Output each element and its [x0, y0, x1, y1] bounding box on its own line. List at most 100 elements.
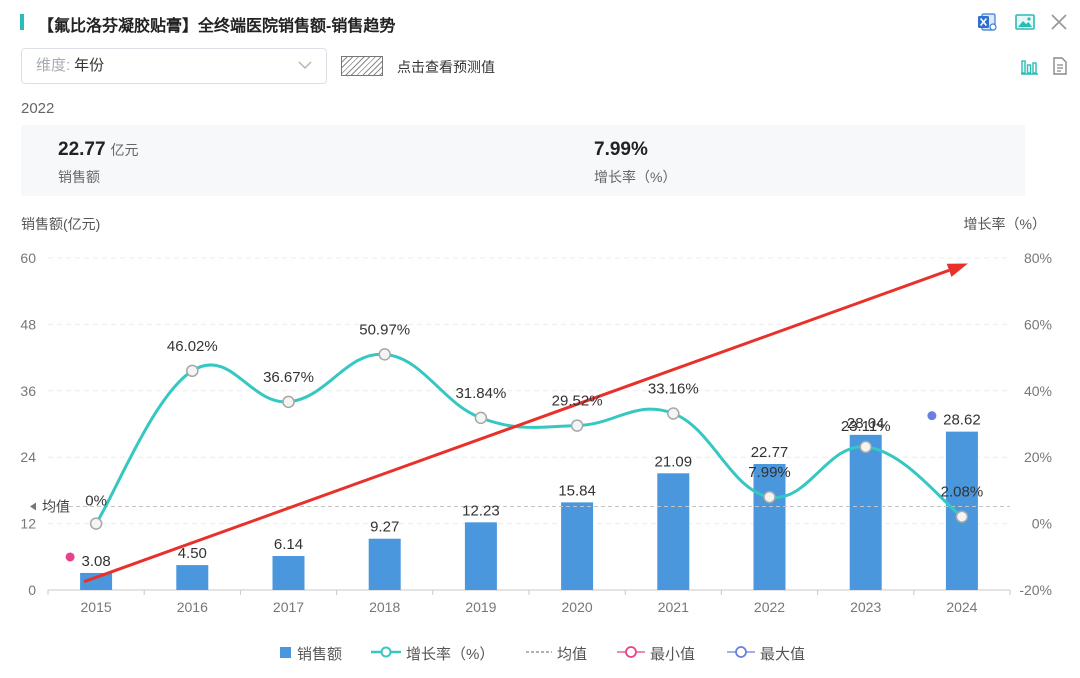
dimension-value: 年份 — [74, 57, 105, 74]
growth-data-label: 46.02% — [167, 338, 218, 355]
right-tick-label: 0% — [1032, 516, 1052, 532]
max-value-marker — [927, 411, 937, 421]
average-label: 均值 — [42, 498, 70, 514]
bar — [368, 538, 401, 590]
summary-year: 2022 — [21, 100, 55, 117]
bar-data-label: 28.62 — [943, 412, 981, 429]
left-tick-label: 36 — [20, 383, 36, 399]
x-tick-label: 2016 — [177, 599, 208, 615]
bar-data-label: 3.08 — [81, 553, 110, 570]
legend-dashed-swatch-icon — [526, 651, 552, 653]
growth-data-label: 31.84% — [455, 385, 506, 402]
page-title: 【氟比洛芬凝胶贴膏】全终端医院销售额-销售趋势 — [38, 18, 396, 35]
legend-item-sales[interactable]: 销售额 — [279, 640, 359, 664]
growth-point — [859, 440, 872, 454]
title-accent-bar — [20, 14, 24, 30]
bar-data-label: 22.77 — [751, 444, 789, 461]
growth-point — [186, 364, 199, 378]
bar — [80, 572, 113, 590]
summary-panel: 22.77 亿元 销售额 7.99% 增长率（%） — [21, 125, 1025, 196]
sales-unit: 亿元 — [110, 142, 139, 158]
growth-line — [94, 352, 963, 525]
growth-value: 7.99% — [594, 139, 648, 160]
excel-export-icon[interactable] — [976, 12, 998, 32]
growth-point — [763, 490, 776, 504]
growth-metric: 7.99% 增长率（%） — [594, 139, 676, 187]
bar-data-label: 9.27 — [370, 519, 399, 536]
image-export-icon[interactable] — [1014, 12, 1036, 32]
left-tick-label: 0 — [28, 582, 36, 598]
right-tick-label: 80% — [1024, 250, 1052, 266]
bar-data-label: 6.14 — [274, 536, 303, 553]
bar — [753, 464, 786, 590]
legend-min-swatch-icon — [617, 646, 645, 658]
controls-bar: 维度: 年份 点击查看预测值 — [0, 48, 1080, 88]
x-tick-label: 2024 — [946, 599, 977, 615]
legend: 销售额 增长率（%） 均值 最小值 最大值 — [0, 640, 1080, 664]
left-tick-label: 60 — [20, 250, 36, 266]
chevron-down-icon — [298, 61, 312, 69]
legend-item-average[interactable]: 均值 — [525, 640, 605, 664]
x-tick-label: 2018 — [369, 599, 400, 615]
bar-data-label: 21.09 — [655, 453, 693, 470]
growth-point — [89, 517, 103, 530]
bar — [272, 556, 305, 590]
right-axis-title: 增长率（%） — [963, 216, 1046, 232]
growth-point — [570, 419, 584, 432]
hatch-swatch-icon — [341, 56, 383, 76]
growth-point — [474, 411, 488, 425]
legend-line-swatch-icon — [371, 646, 401, 658]
left-tick-label: 12 — [20, 516, 36, 532]
bar — [657, 473, 690, 590]
header: 【氟比洛芬凝胶贴膏】全终端医院销售额-销售趋势 — [0, 0, 1080, 44]
legend-item-min[interactable]: 最小值 — [616, 640, 716, 664]
growth-data-label: 23.11% — [841, 418, 891, 435]
min-value-marker — [65, 552, 75, 562]
close-icon[interactable] — [1048, 12, 1070, 32]
x-tick-label: 2019 — [465, 599, 496, 615]
bar — [464, 522, 497, 590]
growth-point — [667, 407, 680, 420]
bar-chart-icon[interactable] — [1019, 56, 1039, 76]
bar-data-label: 12.23 — [462, 502, 500, 519]
sales-value: 22.77 — [58, 139, 106, 160]
x-tick-label: 2021 — [658, 599, 689, 615]
left-axis-title: 销售额(亿元) — [21, 216, 101, 232]
growth-caption: 增长率（%） — [594, 169, 677, 185]
right-tick-label: 60% — [1024, 316, 1052, 332]
right-tick-label: -20% — [1019, 582, 1052, 598]
forecast-toggle[interactable]: 点击查看预测值 — [341, 56, 511, 78]
x-tick-label: 2022 — [754, 599, 785, 615]
growth-point — [955, 510, 969, 523]
document-icon[interactable] — [1050, 56, 1070, 76]
legend-item-growth[interactable]: 增长率（%） — [370, 640, 500, 664]
average-marker-icon — [30, 502, 36, 511]
growth-data-label: 36.67% — [263, 369, 314, 386]
bar — [176, 565, 209, 590]
forecast-label: 点击查看预测值 — [397, 59, 495, 75]
left-tick-label: 24 — [20, 449, 36, 465]
growth-data-label: 2.08% — [941, 484, 984, 501]
trend-arrow-head-icon — [946, 263, 968, 277]
x-tick-label: 2023 — [850, 599, 881, 615]
bar-data-label: 4.50 — [178, 545, 207, 562]
right-tick-label: 40% — [1024, 383, 1052, 399]
legend-item-max[interactable]: 最大值 — [726, 640, 826, 664]
legend-max-swatch-icon — [727, 646, 755, 658]
growth-data-label: 7.99% — [748, 464, 791, 481]
growth-data-label: 33.16% — [648, 381, 699, 398]
x-tick-label: 2020 — [562, 599, 593, 615]
growth-point — [282, 395, 295, 409]
bar — [561, 502, 594, 590]
sales-metric: 22.77 亿元 销售额 — [58, 139, 139, 187]
dimension-select[interactable]: 维度: 年份 — [21, 48, 327, 84]
sales-caption: 销售额 — [58, 169, 100, 185]
left-tick-label: 48 — [20, 316, 36, 332]
legend-bar-swatch-icon — [280, 647, 291, 658]
growth-data-label: 29.52% — [552, 393, 603, 410]
right-tick-label: 20% — [1024, 449, 1052, 465]
bar — [849, 434, 882, 590]
growth-data-label: 0% — [85, 493, 107, 510]
bar-data-label: 15.84 — [558, 482, 596, 499]
